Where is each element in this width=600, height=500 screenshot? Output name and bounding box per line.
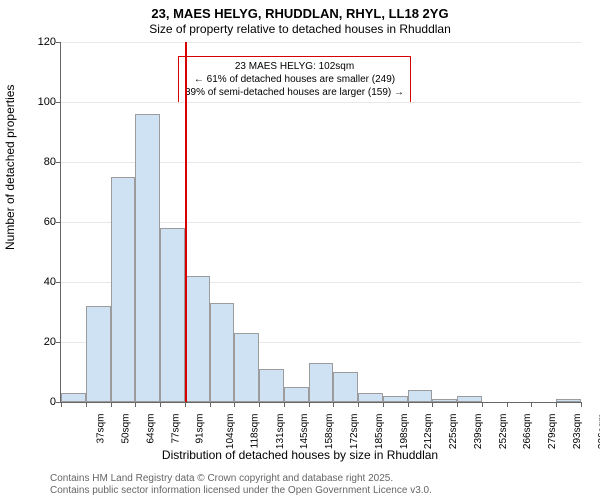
histogram-bar [259,369,284,402]
ytick-label: 100 [38,96,56,108]
xtick-mark [234,402,235,407]
xtick-label: 198sqm [399,414,410,450]
xtick-mark [383,402,384,407]
xtick-label: 239sqm [473,414,484,450]
xtick-label: 104sqm [225,414,236,450]
reference-line [185,42,187,402]
xtick-mark [432,402,433,407]
histogram-bar [457,396,482,402]
gridline [61,102,581,103]
ytick-label: 0 [50,396,56,408]
plot-area: 23 MAES HELYG: 102sqm ← 61% of detached … [60,42,581,403]
xtick-mark [284,402,285,407]
xtick-mark [111,402,112,407]
histogram-bar [309,363,334,402]
xtick-mark [358,402,359,407]
histogram-bar [408,390,433,402]
histogram-bar [284,387,309,402]
xtick-mark [86,402,87,407]
chart-container: 23, MAES HELYG, RHUDDLAN, RHYL, LL18 2YG… [0,0,600,500]
ytick-mark [56,42,61,43]
xtick-mark [135,402,136,407]
ytick-mark [56,282,61,283]
xtick-label: 158sqm [324,414,335,450]
ytick-label: 40 [44,276,56,288]
ytick-label: 120 [38,36,56,48]
ytick-label: 80 [44,156,56,168]
xtick-label: 131sqm [275,414,286,450]
xtick-label: 77sqm [170,414,181,444]
x-axis-label: Distribution of detached houses by size … [0,448,600,462]
xtick-mark [259,402,260,407]
chart-title: 23, MAES HELYG, RHUDDLAN, RHYL, LL18 2YG [0,6,600,21]
xtick-mark [160,402,161,407]
xtick-mark [531,402,532,407]
histogram-bar [86,306,111,402]
xtick-mark [556,402,557,407]
xtick-mark [457,402,458,407]
histogram-bar [556,399,581,402]
annotation-line2: ← 61% of detached houses are smaller (24… [185,73,404,86]
xtick-label: 37sqm [96,414,107,444]
annotation-line1: 23 MAES HELYG: 102sqm [185,60,404,73]
histogram-bar [135,114,160,402]
histogram-bar [111,177,136,402]
xtick-mark [309,402,310,407]
xtick-mark [61,402,62,407]
histogram-bar [432,399,457,402]
xtick-label: 64sqm [145,414,156,444]
xtick-mark [482,402,483,407]
xtick-label: 185sqm [374,414,385,450]
xtick-mark [507,402,508,407]
histogram-bar [61,393,86,402]
xtick-label: 225sqm [448,414,459,450]
xtick-label: 266sqm [522,414,533,450]
xtick-label: 91sqm [195,414,206,444]
histogram-bar [210,303,235,402]
xtick-label: 293sqm [572,414,583,450]
xtick-label: 279sqm [547,414,558,450]
xtick-label: 212sqm [423,414,434,450]
ytick-mark [56,342,61,343]
ytick-label: 60 [44,216,56,228]
annotation-box: 23 MAES HELYG: 102sqm ← 61% of detached … [178,56,411,103]
histogram-bar [333,372,358,402]
ytick-label: 20 [44,336,56,348]
ytick-mark [56,162,61,163]
ytick-mark [56,222,61,223]
footer-line-1: Contains HM Land Registry data © Crown c… [50,473,393,484]
y-axis-label: Number of detached properties [3,85,17,250]
footer-line-2: Contains public sector information licen… [50,485,432,496]
xtick-label: 145sqm [300,414,311,450]
histogram-bar [383,396,408,402]
xtick-label: 172sqm [349,414,360,450]
xtick-label: 252sqm [498,414,509,450]
chart-subtitle: Size of property relative to detached ho… [0,22,600,36]
annotation-line3: 39% of semi-detached houses are larger (… [185,86,404,99]
xtick-mark [581,402,582,407]
histogram-bar [234,333,259,402]
histogram-bar [185,276,210,402]
xtick-label: 118sqm [249,414,260,449]
xtick-mark [408,402,409,407]
ytick-mark [56,102,61,103]
histogram-bar [160,228,185,402]
gridline [61,42,581,43]
xtick-mark [333,402,334,407]
histogram-bar [358,393,383,402]
xtick-mark [210,402,211,407]
xtick-label: 50sqm [121,414,132,444]
xtick-mark [185,402,186,407]
